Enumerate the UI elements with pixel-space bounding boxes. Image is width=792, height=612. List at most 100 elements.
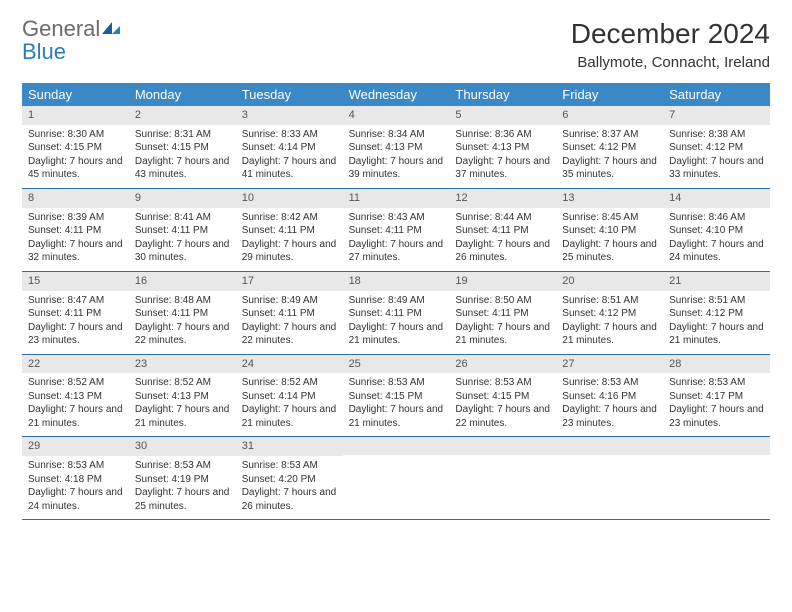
day-cell: 20Sunrise: 8:51 AMSunset: 4:12 PMDayligh…	[556, 272, 663, 354]
sunrise-line: Sunrise: 8:53 AM	[242, 459, 337, 473]
day-cell: 4Sunrise: 8:34 AMSunset: 4:13 PMDaylight…	[343, 106, 450, 188]
sunset-line: Sunset: 4:17 PM	[669, 390, 764, 404]
day-number: 26	[449, 355, 556, 374]
sunset-line: Sunset: 4:13 PM	[28, 390, 123, 404]
day-cell: 12Sunrise: 8:44 AMSunset: 4:11 PMDayligh…	[449, 189, 556, 271]
day-header-cell: Monday	[129, 83, 236, 106]
day-cell: 25Sunrise: 8:53 AMSunset: 4:15 PMDayligh…	[343, 355, 450, 437]
sunrise-line: Sunrise: 8:44 AM	[455, 211, 550, 225]
sunset-line: Sunset: 4:11 PM	[349, 224, 444, 238]
sunrise-line: Sunrise: 8:50 AM	[455, 294, 550, 308]
day-body: Sunrise: 8:52 AMSunset: 4:13 PMDaylight:…	[129, 373, 236, 436]
logo-sail-icon	[100, 20, 122, 41]
sunrise-line: Sunrise: 8:46 AM	[669, 211, 764, 225]
sunset-line: Sunset: 4:11 PM	[349, 307, 444, 321]
daylight-line: Daylight: 7 hours and 21 minutes.	[349, 321, 444, 348]
day-cell: 30Sunrise: 8:53 AMSunset: 4:19 PMDayligh…	[129, 437, 236, 519]
daylight-line: Daylight: 7 hours and 30 minutes.	[135, 238, 230, 265]
day-number: 14	[663, 189, 770, 208]
sunrise-line: Sunrise: 8:51 AM	[669, 294, 764, 308]
daylight-line: Daylight: 7 hours and 23 minutes.	[28, 321, 123, 348]
sunrise-line: Sunrise: 8:53 AM	[669, 376, 764, 390]
daylight-line: Daylight: 7 hours and 41 minutes.	[242, 155, 337, 182]
daylight-line: Daylight: 7 hours and 23 minutes.	[669, 403, 764, 430]
day-cell: 8Sunrise: 8:39 AMSunset: 4:11 PMDaylight…	[22, 189, 129, 271]
sunset-line: Sunset: 4:11 PM	[28, 224, 123, 238]
sunset-line: Sunset: 4:15 PM	[349, 390, 444, 404]
daylight-line: Daylight: 7 hours and 45 minutes.	[28, 155, 123, 182]
day-cell: 26Sunrise: 8:53 AMSunset: 4:15 PMDayligh…	[449, 355, 556, 437]
day-number: 6	[556, 106, 663, 125]
day-cell	[343, 437, 450, 519]
daylight-line: Daylight: 7 hours and 22 minutes.	[455, 403, 550, 430]
sunrise-line: Sunrise: 8:36 AM	[455, 128, 550, 142]
daylight-line: Daylight: 7 hours and 35 minutes.	[562, 155, 657, 182]
sunrise-line: Sunrise: 8:47 AM	[28, 294, 123, 308]
sunset-line: Sunset: 4:15 PM	[455, 390, 550, 404]
day-cell: 13Sunrise: 8:45 AMSunset: 4:10 PMDayligh…	[556, 189, 663, 271]
day-number: 25	[343, 355, 450, 374]
day-cell: 17Sunrise: 8:49 AMSunset: 4:11 PMDayligh…	[236, 272, 343, 354]
day-body: Sunrise: 8:31 AMSunset: 4:15 PMDaylight:…	[129, 125, 236, 188]
daylight-line: Daylight: 7 hours and 29 minutes.	[242, 238, 337, 265]
sunrise-line: Sunrise: 8:53 AM	[28, 459, 123, 473]
day-number: 28	[663, 355, 770, 374]
sunrise-line: Sunrise: 8:49 AM	[349, 294, 444, 308]
sunset-line: Sunset: 4:12 PM	[669, 141, 764, 155]
sunset-line: Sunset: 4:18 PM	[28, 473, 123, 487]
sunrise-line: Sunrise: 8:53 AM	[562, 376, 657, 390]
day-cell: 23Sunrise: 8:52 AMSunset: 4:13 PMDayligh…	[129, 355, 236, 437]
day-cell: 28 Sunrise: 8:53 AMSunset: 4:17 PMDayligh…	[663, 355, 770, 437]
day-number: 27	[556, 355, 663, 374]
day-number: 2	[129, 106, 236, 125]
week-row: 8Sunrise: 8:39 AMSunset: 4:11 PMDaylight…	[22, 189, 770, 272]
sunset-line: Sunset: 4:10 PM	[669, 224, 764, 238]
day-number: 24	[236, 355, 343, 374]
day-header-cell: Wednesday	[343, 83, 450, 106]
day-body: Sunrise: 8:43 AMSunset: 4:11 PMDaylight:…	[343, 208, 450, 271]
day-number: 11	[343, 189, 450, 208]
day-body	[449, 455, 556, 507]
day-cell: 29Sunrise: 8:53 AMSunset: 4:18 PMDayligh…	[22, 437, 129, 519]
daylight-line: Daylight: 7 hours and 22 minutes.	[242, 321, 337, 348]
day-body: Sunrise: 8:34 AMSunset: 4:13 PMDaylight:…	[343, 125, 450, 188]
day-cell: 1Sunrise: 8:30 AMSunset: 4:15 PMDaylight…	[22, 106, 129, 188]
sunset-line: Sunset: 4:10 PM	[562, 224, 657, 238]
day-cell: 19Sunrise: 8:50 AMSunset: 4:11 PMDayligh…	[449, 272, 556, 354]
sunset-line: Sunset: 4:12 PM	[562, 141, 657, 155]
week-row: 29Sunrise: 8:53 AMSunset: 4:18 PMDayligh…	[22, 437, 770, 520]
day-cell: 10Sunrise: 8:42 AMSunset: 4:11 PMDayligh…	[236, 189, 343, 271]
daylight-line: Daylight: 7 hours and 22 minutes.	[135, 321, 230, 348]
day-header-row: SundayMondayTuesdayWednesdayThursdayFrid…	[22, 83, 770, 106]
day-body: Sunrise: 8:45 AMSunset: 4:10 PMDaylight:…	[556, 208, 663, 271]
day-body: Sunrise: 8:47 AMSunset: 4:11 PMDaylight:…	[22, 291, 129, 354]
daylight-line: Daylight: 7 hours and 39 minutes.	[349, 155, 444, 182]
day-header-cell: Thursday	[449, 83, 556, 106]
day-cell	[449, 437, 556, 519]
logo-text-blue: Blue	[22, 39, 66, 64]
sunset-line: Sunset: 4:12 PM	[562, 307, 657, 321]
day-body: Sunrise: 8:51 AMSunset: 4:12 PMDaylight:…	[663, 291, 770, 354]
day-number: 15	[22, 272, 129, 291]
day-number: 9	[129, 189, 236, 208]
day-body: Sunrise: 8:49 AMSunset: 4:11 PMDaylight:…	[343, 291, 450, 354]
day-number: 4	[343, 106, 450, 125]
day-cell: 3Sunrise: 8:33 AMSunset: 4:14 PMDaylight…	[236, 106, 343, 188]
day-cell: 15Sunrise: 8:47 AMSunset: 4:11 PMDayligh…	[22, 272, 129, 354]
sunrise-line: Sunrise: 8:49 AM	[242, 294, 337, 308]
sunset-line: Sunset: 4:16 PM	[562, 390, 657, 404]
week-row: 22Sunrise: 8:52 AMSunset: 4:13 PMDayligh…	[22, 355, 770, 438]
day-body: Sunrise: 8:53 AMSunset: 4:18 PMDaylight:…	[22, 456, 129, 519]
day-body: Sunrise: 8:49 AMSunset: 4:11 PMDaylight:…	[236, 291, 343, 354]
day-body: Sunrise: 8:52 AMSunset: 4:13 PMDaylight:…	[22, 373, 129, 436]
day-body: Sunrise: 8:38 AMSunset: 4:12 PMDaylight:…	[663, 125, 770, 188]
day-cell: 9Sunrise: 8:41 AMSunset: 4:11 PMDaylight…	[129, 189, 236, 271]
day-cell: 6Sunrise: 8:37 AMSunset: 4:12 PMDaylight…	[556, 106, 663, 188]
day-body: Sunrise: 8:53 AMSunset: 4:20 PMDaylight:…	[236, 456, 343, 519]
day-cell: 24Sunrise: 8:52 AMSunset: 4:14 PMDayligh…	[236, 355, 343, 437]
day-cell: 7Sunrise: 8:38 AMSunset: 4:12 PMDaylight…	[663, 106, 770, 188]
day-body: Sunrise: 8:42 AMSunset: 4:11 PMDaylight:…	[236, 208, 343, 271]
daylight-line: Daylight: 7 hours and 21 minutes.	[669, 321, 764, 348]
sunrise-line: Sunrise: 8:38 AM	[669, 128, 764, 142]
sunset-line: Sunset: 4:11 PM	[242, 224, 337, 238]
